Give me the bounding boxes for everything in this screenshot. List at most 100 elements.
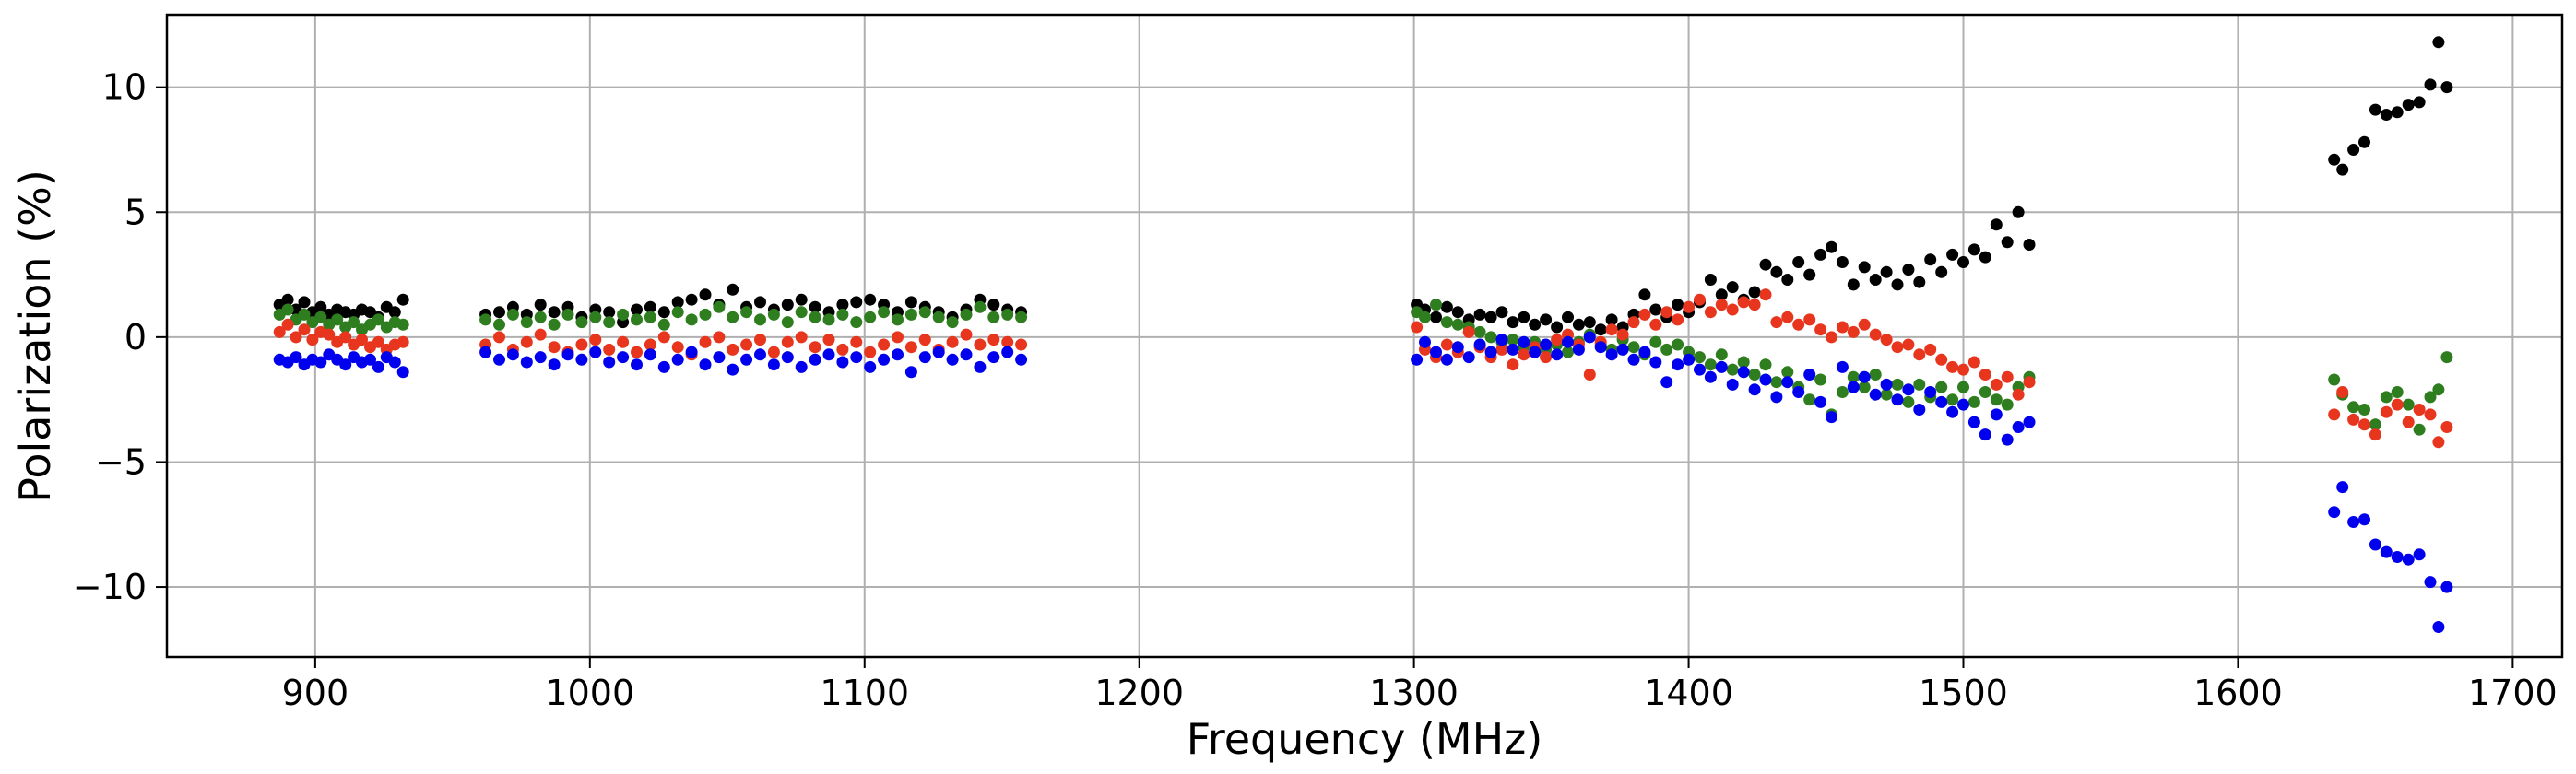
data-point — [754, 296, 766, 309]
data-point — [2391, 551, 2404, 563]
data-point — [1507, 358, 1519, 371]
data-point — [1672, 338, 1684, 351]
data-point — [1924, 253, 1937, 266]
data-point — [1473, 338, 1486, 351]
data-point — [617, 308, 630, 321]
data-point — [1462, 325, 1475, 338]
data-point — [878, 306, 891, 319]
data-point — [1803, 369, 1816, 381]
data-point — [2347, 413, 2360, 426]
data-point — [946, 316, 959, 329]
data-point — [1913, 348, 1926, 361]
x-tick-label: 1600 — [2193, 673, 2283, 713]
x-tick-label: 1300 — [1369, 673, 1459, 713]
data-point — [1836, 256, 1849, 268]
data-point — [1880, 378, 1893, 391]
data-point — [864, 311, 877, 323]
data-point — [850, 296, 863, 309]
data-point — [298, 308, 311, 321]
data-point — [561, 308, 574, 321]
data-point — [671, 341, 684, 354]
data-point — [1902, 338, 1915, 351]
data-point — [1015, 311, 1028, 323]
x-tick-label: 1400 — [1644, 673, 1733, 713]
data-point — [2001, 433, 2014, 446]
data-point — [892, 348, 904, 361]
data-point — [534, 299, 547, 311]
data-point — [1946, 405, 1959, 418]
data-point — [767, 308, 780, 321]
data-point — [1672, 313, 1684, 326]
data-point — [2336, 386, 2349, 398]
data-point — [1913, 276, 1926, 288]
data-point — [1473, 325, 1486, 338]
data-point — [727, 363, 739, 376]
data-point — [1440, 316, 1453, 329]
data-point — [1924, 343, 1937, 356]
data-point — [2402, 398, 2415, 411]
data-point — [1781, 311, 1794, 323]
data-point — [1451, 306, 1464, 319]
data-point — [364, 353, 376, 366]
data-point — [1770, 391, 1783, 404]
data-point — [1803, 393, 1816, 406]
data-point — [1814, 323, 1827, 336]
data-point — [520, 335, 533, 348]
data-point — [1957, 363, 1969, 376]
data-point — [290, 351, 302, 364]
data-point — [2391, 386, 2404, 398]
data-point — [864, 293, 877, 306]
data-point — [1836, 321, 1849, 334]
data-point — [2347, 401, 2360, 414]
data-point — [864, 346, 877, 358]
data-point — [1902, 395, 1915, 408]
data-point — [809, 300, 821, 313]
data-point — [1529, 346, 1542, 358]
data-point — [1869, 369, 1882, 381]
data-point — [1583, 316, 1596, 329]
data-point — [850, 351, 863, 364]
data-point — [1836, 386, 1849, 398]
data-point — [904, 296, 917, 309]
data-point — [1946, 393, 1959, 406]
data-point — [1826, 240, 1837, 253]
data-point — [1847, 325, 1860, 338]
data-point — [561, 348, 574, 361]
data-point — [372, 360, 384, 373]
data-point — [809, 341, 821, 354]
x-tick-label: 1000 — [545, 673, 634, 713]
data-point — [1759, 373, 1772, 386]
data-point — [781, 351, 794, 364]
data-point — [493, 318, 505, 331]
series-1 — [273, 36, 2453, 336]
data-point — [644, 338, 656, 351]
data-point — [1869, 328, 1882, 341]
data-point — [1660, 343, 1673, 356]
data-point — [1507, 343, 1519, 356]
data-point — [1562, 311, 1574, 323]
data-point — [685, 293, 698, 306]
data-point — [372, 313, 384, 326]
data-point — [314, 356, 327, 369]
data-point — [1616, 328, 1629, 341]
data-point — [1594, 323, 1607, 336]
data-point — [2369, 538, 2381, 551]
data-point — [918, 306, 931, 319]
data-point — [396, 366, 409, 379]
data-point — [1748, 369, 1761, 381]
data-point — [290, 331, 302, 344]
data-point — [2328, 506, 2341, 519]
data-point — [1847, 370, 1860, 383]
data-point — [918, 351, 931, 364]
data-point — [1990, 408, 2003, 421]
data-point — [1726, 281, 1739, 294]
data-point — [1759, 258, 1772, 271]
data-point — [974, 300, 987, 313]
data-point — [2347, 516, 2360, 528]
data-point — [1902, 264, 1915, 276]
data-point — [1748, 383, 1761, 396]
data-point — [904, 366, 917, 379]
data-point — [1715, 288, 1728, 301]
data-point — [987, 334, 1000, 346]
data-point — [974, 360, 987, 373]
